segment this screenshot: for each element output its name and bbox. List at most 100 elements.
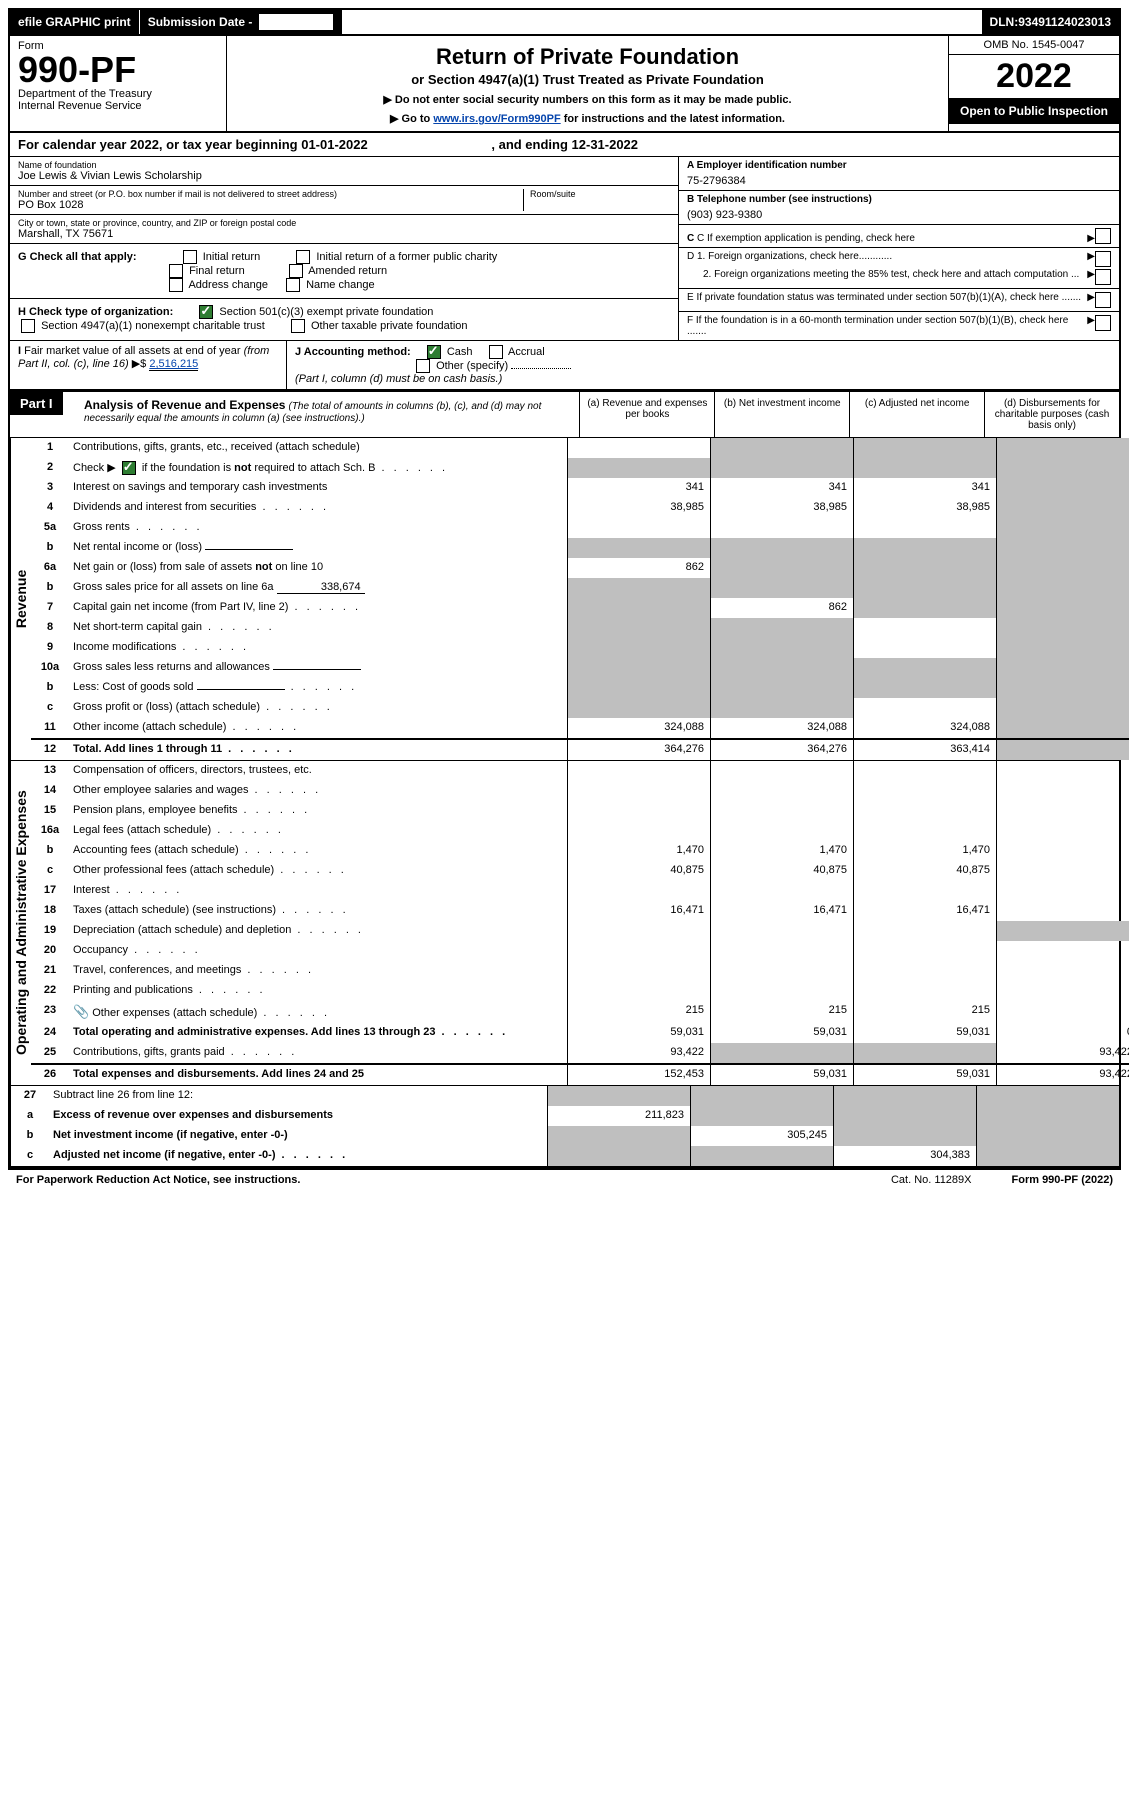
value-cell-b: [710, 801, 853, 821]
footer-mid: Cat. No. 11289X: [891, 1174, 972, 1186]
value-cell-c: [853, 558, 996, 578]
line-number: a: [11, 1106, 49, 1126]
irs-link[interactable]: www.irs.gov/Form990PF: [433, 113, 560, 125]
f-cell: F If the foundation is in a 60-month ter…: [679, 312, 1119, 340]
c-cell: C C If exemption application is pending,…: [679, 225, 1119, 248]
501c3-checkbox[interactable]: [199, 305, 213, 319]
value-cell-d: [996, 801, 1129, 821]
value-cell-d: 93,422: [996, 1065, 1129, 1085]
d2-checkbox[interactable]: [1095, 269, 1111, 285]
line-number: c: [31, 698, 69, 718]
final-return-checkbox[interactable]: [169, 264, 183, 278]
value-cell-d: [996, 678, 1129, 698]
value-cell-b: [690, 1086, 833, 1106]
d-cell: D 1. Foreign organizations, check here..…: [679, 248, 1119, 289]
value-cell-b: [710, 1043, 853, 1063]
accrual-checkbox[interactable]: [489, 345, 503, 359]
value-cell-c: [853, 438, 996, 458]
value-cell-a: [547, 1146, 690, 1166]
f-checkbox[interactable]: [1095, 315, 1111, 331]
name-change-checkbox[interactable]: [286, 278, 300, 292]
line-description: Interest . . . . . .: [69, 881, 567, 901]
table-row: bLess: Cost of goods sold . . . . . .: [31, 678, 1129, 698]
value-cell-d: [996, 618, 1129, 638]
line-description: Gross rents . . . . . .: [69, 518, 567, 538]
line-description: Other employee salaries and wages . . . …: [69, 781, 567, 801]
value-cell-a: [567, 598, 710, 618]
4947-checkbox[interactable]: [21, 319, 35, 333]
value-cell-d: [996, 558, 1129, 578]
line-number: 18: [31, 901, 69, 921]
irs-label: Internal Revenue Service: [18, 100, 218, 112]
value-cell-b: [710, 658, 853, 678]
line-description: Contributions, gifts, grants paid . . . …: [69, 1043, 567, 1063]
col-a-header: (a) Revenue and expenses per books: [579, 392, 714, 437]
value-cell-b: [690, 1146, 833, 1166]
value-cell-d: [996, 498, 1129, 518]
other-taxable-checkbox[interactable]: [291, 319, 305, 333]
other-method-checkbox[interactable]: [416, 359, 430, 373]
address-cell: Number and street (or P.O. box number if…: [10, 186, 678, 215]
value-cell-d: 93,422: [996, 1043, 1129, 1063]
line-description: Pension plans, employee benefits . . . .…: [69, 801, 567, 821]
line-number: 16a: [31, 821, 69, 841]
table-row: 1Contributions, gifts, grants, etc., rec…: [31, 438, 1129, 458]
line-number: 3: [31, 478, 69, 498]
open-public-badge: Open to Public Inspection: [949, 98, 1119, 124]
final-section: 27Subtract line 26 from line 12:aExcess …: [10, 1086, 1119, 1168]
top-bar: efile GRAPHIC print Submission Date - 20…: [10, 10, 1119, 36]
value-cell-a: [567, 638, 710, 658]
value-cell-a: 1,470: [567, 841, 710, 861]
address-change-checkbox[interactable]: [169, 278, 183, 292]
table-row: 3Interest on savings and temporary cash …: [31, 478, 1129, 498]
value-cell-d: [976, 1126, 1119, 1146]
initial-return-checkbox[interactable]: [183, 250, 197, 264]
efile-print-button[interactable]: efile GRAPHIC print: [10, 10, 140, 34]
line-description: Adjusted net income (if negative, enter …: [49, 1146, 547, 1166]
g-check-row: G Check all that apply: Initial return I…: [10, 244, 678, 299]
table-row: cOther professional fees (attach schedul…: [31, 861, 1129, 881]
value-cell-a: [567, 618, 710, 638]
value-cell-c: [853, 941, 996, 961]
value-cell-c: [853, 781, 996, 801]
line-number: 10a: [31, 658, 69, 678]
value-cell-d: [996, 961, 1129, 981]
initial-public-checkbox[interactable]: [296, 250, 310, 264]
table-row: bNet investment income (if negative, ent…: [11, 1126, 1119, 1146]
value-cell-a: 862: [567, 558, 710, 578]
value-cell-b: 364,276: [710, 740, 853, 760]
part1-left: Part I Analysis of Revenue and Expenses …: [10, 392, 579, 437]
d1-checkbox[interactable]: [1095, 251, 1111, 267]
line-description: Capital gain net income (from Part IV, l…: [69, 598, 567, 618]
value-cell-c: 38,985: [853, 498, 996, 518]
c-checkbox[interactable]: [1095, 228, 1111, 244]
e-checkbox[interactable]: [1095, 292, 1111, 308]
form-header: Form 990-PF Department of the Treasury I…: [10, 36, 1119, 133]
line-number: 4: [31, 498, 69, 518]
value-cell-c: 40,875: [853, 861, 996, 881]
value-cell-c: [833, 1086, 976, 1106]
info-grid: Name of foundation Joe Lewis & Vivian Le…: [10, 157, 1119, 341]
value-cell-a: [567, 438, 710, 458]
value-cell-c: [853, 801, 996, 821]
instruction-2: ▶ Go to www.irs.gov/Form990PF for instru…: [239, 112, 936, 125]
line-description: Other professional fees (attach schedule…: [69, 861, 567, 881]
value-cell-b: [710, 821, 853, 841]
j-block: J Accounting method: Cash Accrual Other …: [287, 341, 1119, 389]
line-description: Net investment income (if negative, ente…: [49, 1126, 547, 1146]
value-cell-a: [567, 801, 710, 821]
amended-checkbox[interactable]: [289, 264, 303, 278]
table-row: cAdjusted net income (if negative, enter…: [11, 1146, 1119, 1166]
value-cell-a: [567, 821, 710, 841]
line-number: 11: [31, 718, 69, 738]
value-cell-b: 341: [710, 478, 853, 498]
value-cell-a: 364,276: [567, 740, 710, 760]
line-description: Subtract line 26 from line 12:: [49, 1086, 547, 1106]
cash-checkbox[interactable]: [427, 345, 441, 359]
value-cell-b: [710, 638, 853, 658]
value-cell-c: 324,088: [853, 718, 996, 738]
footer-right: Form 990-PF (2022): [1012, 1174, 1114, 1186]
value-cell-b: 324,088: [710, 718, 853, 738]
line-number: 15: [31, 801, 69, 821]
col-d-header: (d) Disbursements for charitable purpose…: [984, 392, 1119, 437]
